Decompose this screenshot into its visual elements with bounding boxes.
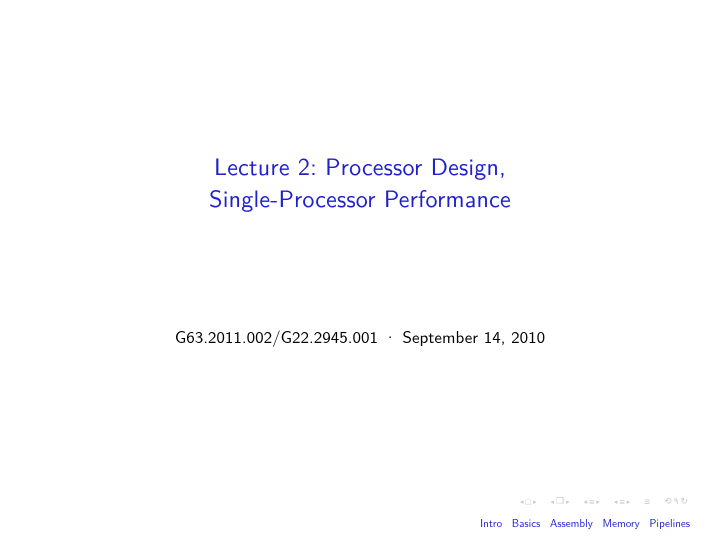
nav-back-forward-icon[interactable]: ⟲۹↻ — [664, 496, 688, 507]
footer: ◂□▸ ◂❐▸ ◂≡▸ ◂≡▸ ≡ ⟲۹↻ Intro Basics Assem… — [480, 494, 690, 531]
subtitle-block: G63.2011.002/G22.2945.001 · September 14… — [0, 324, 720, 349]
section-link-pipelines[interactable]: Pipelines — [649, 515, 690, 531]
nav-slide-icon[interactable]: ◂□▸ — [520, 497, 536, 507]
footline-sections: Intro Basics Assembly Memory Pipelines — [480, 515, 690, 531]
nav-doc-icon[interactable]: ≡ — [644, 494, 650, 509]
section-link-assembly[interactable]: Assembly — [550, 515, 593, 531]
title-block: Lecture 2: Processor Design, Single-Proc… — [0, 150, 720, 215]
slide: Lecture 2: Processor Design, Single-Proc… — [0, 0, 720, 541]
beamer-nav-symbols: ◂□▸ ◂❐▸ ◂≡▸ ◂≡▸ ≡ ⟲۹↻ — [480, 494, 690, 509]
section-link-intro[interactable]: Intro — [480, 515, 502, 531]
nav-frame-icon[interactable]: ◂❐▸ — [551, 496, 570, 507]
section-link-basics[interactable]: Basics — [512, 515, 541, 531]
nav-subsection-icon[interactable]: ◂≡▸ — [584, 497, 600, 507]
title-line-2: Single-Processor Performance — [0, 182, 720, 214]
subtitle-text: G63.2011.002/G22.2945.001 · September 14… — [0, 324, 720, 349]
nav-section-icon[interactable]: ◂≡▸ — [614, 497, 630, 507]
section-link-memory[interactable]: Memory — [602, 515, 639, 531]
title-line-1: Lecture 2: Processor Design, — [0, 150, 720, 182]
